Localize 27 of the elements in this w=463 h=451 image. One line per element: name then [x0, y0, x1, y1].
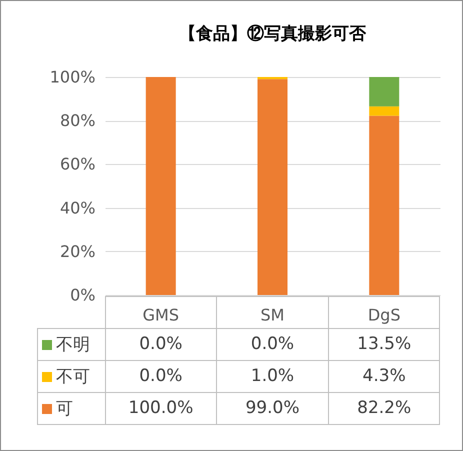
legend-label: 不可 [38, 360, 105, 392]
bar [258, 79, 288, 295]
x-tick-label: SM [260, 306, 284, 324]
data-label: 4.3% [328, 360, 440, 392]
data-label: 0.0% [216, 328, 328, 360]
legend-label: 不明 [38, 328, 105, 360]
bar [369, 106, 400, 116]
data-label: 1.0% [216, 360, 328, 392]
data-label: 0.0% [105, 328, 217, 360]
data-label: 13.5% [328, 328, 440, 360]
data-label: 100.0% [105, 392, 217, 424]
y-tick-label: 0% [70, 286, 96, 304]
bar [146, 77, 176, 295]
data-label: 0.0% [105, 360, 217, 392]
y-tick-label: 100% [50, 68, 96, 86]
y-tick-label: 40% [60, 198, 96, 218]
y-tick-label: 80% [60, 111, 96, 130]
data-label: 82.2% [328, 392, 440, 424]
legend-label: 可 [38, 392, 105, 424]
bar [369, 77, 400, 106]
y-tick-label: 20% [60, 242, 96, 261]
x-tick-label: DgS [368, 306, 400, 324]
y-tick-label: 60% [60, 154, 96, 174]
x-tick-label: GMS [142, 306, 180, 324]
data-label: 99.0% [216, 392, 328, 424]
chart-title: 【食品】⑫写真撮影可否 [179, 24, 367, 44]
bar [369, 116, 400, 295]
